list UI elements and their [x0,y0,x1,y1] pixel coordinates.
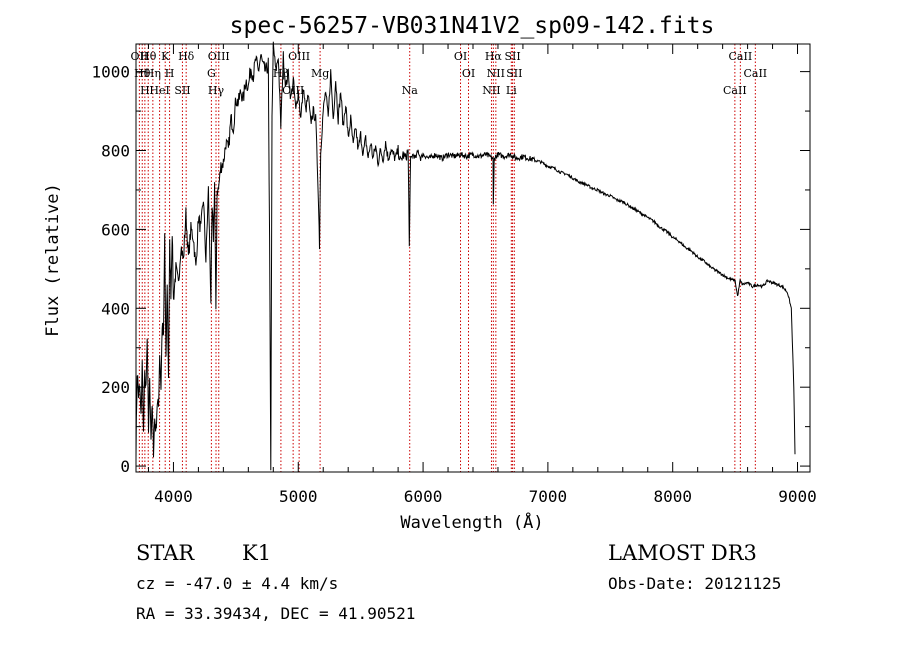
emission-line-label: CaII [729,50,753,63]
object-class: STAR [136,541,195,565]
emission-line-label: H [140,84,150,97]
emission-line-label: SII [506,67,522,80]
emission-line-label: NII [482,84,500,97]
x-tick-label: 8000 [653,487,692,506]
redshift-text: cz = -47.0 ± 4.4 km/s [136,574,338,593]
emission-line-label: K [161,50,170,63]
emission-line-label: OII [131,50,149,63]
emission-line-label: SII [504,50,520,63]
emission-line-label: HeI [149,84,169,97]
emission-line-label: OIII [288,50,310,63]
emission-line-label: G [207,67,216,80]
object-subclass: K1 [242,541,271,565]
emission-line-label: OI [454,50,467,63]
emission-line-label: CaII [723,84,747,97]
emission-line-label: OI [462,67,475,80]
obs-date-text: Obs-Date: 20121125 [608,574,781,593]
emission-line-label: Na [402,84,419,97]
emission-line-label: H [165,67,175,80]
emission-line-label: Hα [485,50,503,63]
y-tick-label: 400 [101,299,130,318]
x-tick-label: 5000 [279,487,318,506]
x-axis-label: Wavelength (Å) [400,511,543,533]
x-tick-label: 4000 [154,487,193,506]
x-tick-label: 9000 [778,487,817,506]
emission-line-label: Hη [145,67,161,80]
x-tick-label: 7000 [529,487,568,506]
emission-line-label: NII [487,67,505,80]
y-tick-label: 0 [120,457,130,476]
y-tick-label: 1000 [91,63,130,82]
emission-line-label: Hγ [208,84,225,97]
emission-line-label: Hδ [178,50,195,63]
x-tick-label: 6000 [404,487,443,506]
chart-title: spec-56257-VB031N41V2_sp09-142.fits [230,13,715,39]
emission-line-label: Mg [311,67,329,80]
emission-line-labels: OIIHθHHθHηHeIKHSIIHδGHγOIIIHβOIIIOIIIMgN… [131,50,768,97]
y-tick-label: 800 [101,142,130,161]
emission-line-label: Hθ [134,67,151,80]
emission-line-label: Li [506,84,517,97]
emission-line-label: Hβ [273,67,289,80]
emission-line-label: Hθ [140,50,157,63]
spectrum-line [135,41,796,471]
y-axis-ticks: 0 200 400 600 800 1000 [91,63,810,476]
y-tick-label: 600 [101,220,130,239]
emission-line-label: CaII [743,67,767,80]
emission-line-markers [138,44,756,472]
survey-label: LAMOST DR3 [608,541,757,565]
x-axis-ticks: 4000 5000 6000 7000 8000 9000 [147,44,817,506]
y-tick-label: 200 [101,378,130,397]
emission-line-label: SII [174,84,190,97]
emission-line-label: OIII [208,50,230,63]
plot-frame [135,43,811,473]
radec-text: RA = 33.39434, DEC = 41.90521 [136,604,415,623]
y-axis-label: Flux (relative) [43,183,63,337]
